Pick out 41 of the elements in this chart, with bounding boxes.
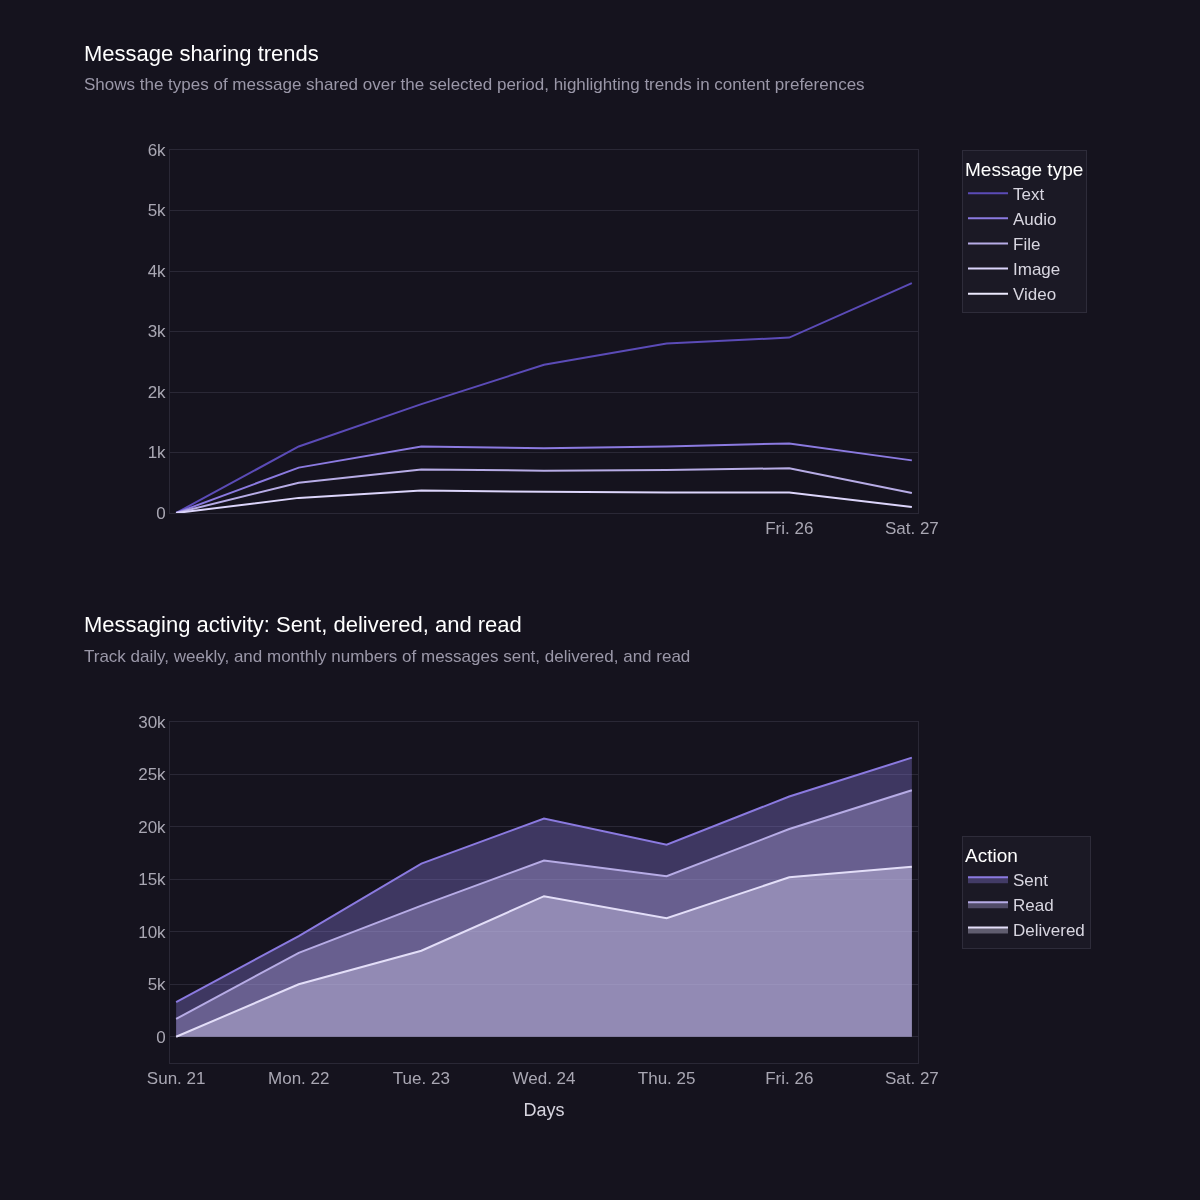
y-tick-label: 25k — [138, 765, 167, 785]
y-tick-label: 10k — [138, 922, 167, 942]
legend-label: Text — [1013, 184, 1045, 204]
y-tick-label: 15k — [138, 870, 167, 890]
legend-label: Video — [1013, 285, 1057, 305]
legend-title: Message type — [965, 158, 1084, 180]
legend-title: Action — [965, 844, 1018, 866]
y-tick-label: 2k — [147, 382, 167, 402]
y-tick-label: 6k — [147, 140, 167, 160]
x-tick-label: Fri. 26 — [765, 1069, 814, 1089]
chart-title: Message sharing trends — [84, 41, 319, 66]
x-axis-title: Days — [523, 1099, 565, 1120]
y-tick-label: 4k — [147, 261, 167, 281]
legend-label: Read — [1013, 895, 1054, 915]
x-tick-label: Sat. 27 — [884, 1069, 939, 1089]
y-tick-label: 3k — [147, 322, 167, 342]
legend-label: Delivered — [1013, 921, 1085, 941]
y-tick-label: 5k — [147, 201, 167, 221]
y-tick-label: 0 — [156, 1027, 166, 1047]
y-tick-label: 20k — [138, 817, 167, 837]
legend-label: Sent — [1013, 870, 1049, 890]
chart-title: Messaging activity: Sent, delivered, and read — [84, 612, 522, 637]
line-series — [175, 489, 913, 513]
legend-label: Audio — [1013, 209, 1057, 229]
y-tick-label: 30k — [138, 712, 167, 732]
line-series — [175, 467, 913, 513]
chart-subtitle: Track daily, weekly, and monthly numbers of messages sent, delivered, and read — [84, 647, 691, 666]
x-tick-label: Fri. 26 — [765, 519, 814, 539]
y-tick-label: 1k — [147, 443, 167, 463]
legend-label: File — [1013, 235, 1041, 255]
chart-subtitle: Shows the types of message shared over the selected period, highlighting trends in content preferences — [84, 75, 865, 94]
y-tick-label: 0 — [156, 503, 166, 523]
y-tick-label: 5k — [147, 975, 167, 995]
x-tick-label: Sun. 21 — [146, 1069, 206, 1089]
x-tick-label: Tue. 23 — [392, 1069, 450, 1089]
line-series — [175, 442, 913, 513]
x-tick-label: Thu. 25 — [637, 1069, 696, 1089]
x-tick-label: Wed. 24 — [512, 1069, 576, 1089]
legend-label: Image — [1013, 260, 1061, 280]
x-tick-label: Sat. 27 — [884, 519, 939, 539]
x-tick-label: Mon. 22 — [268, 1069, 330, 1089]
